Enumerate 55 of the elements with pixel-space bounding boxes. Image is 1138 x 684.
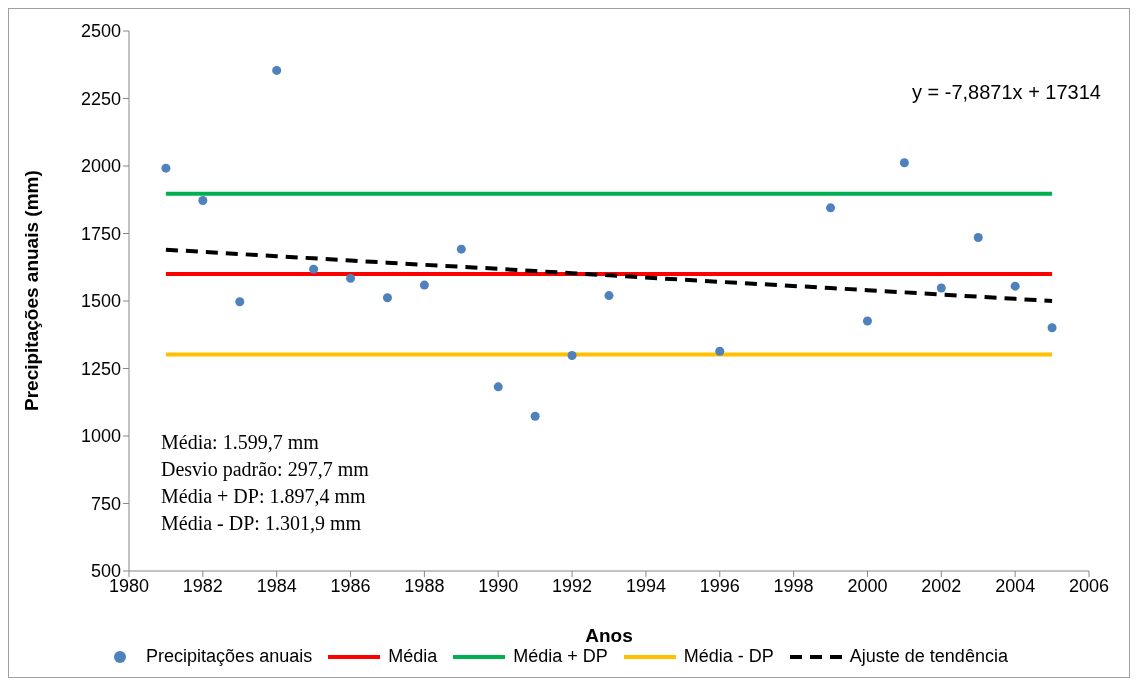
y-tick-label: 2500 [80,21,121,42]
x-tick-label: 1994 [625,575,666,596]
y-axis-title: Precipitações anuais (mm) [20,170,42,411]
point [936,283,946,293]
legend-label: Média + DP [512,646,608,667]
point [862,316,872,326]
y-tick-label: 1000 [80,426,121,447]
annotation: Média + DP: 1.897,4 mm [161,484,367,509]
point [493,382,503,392]
x-axis-title: Anos [585,625,633,646]
x-tick-label: 1988 [404,575,445,596]
point [309,264,319,274]
point [272,65,282,75]
line-series [163,247,1055,303]
point [198,196,208,206]
point [567,351,577,361]
point [604,291,614,301]
legend-label: Média [387,646,438,667]
y-tick-label: 1250 [80,358,121,379]
x-tick-label: 2000 [847,575,888,596]
y-tick-label: 1500 [80,291,121,312]
point [456,244,466,254]
point [161,163,171,173]
legend-label: Ajuste de tendência [848,646,1008,667]
point [1010,281,1020,291]
point [715,346,725,356]
x-tick-label: 2002 [921,575,962,596]
y-tick-label: 750 [90,493,121,514]
x-tick-label: 2006 [1068,575,1110,596]
legend-label: Média - DP [682,646,774,667]
y-tick-label: 1750 [80,223,121,244]
x-tick-label: 1986 [330,575,371,596]
point [826,203,836,213]
x-tick-label: 1982 [182,575,223,596]
annotation: Média: 1.599,7 mm [161,430,320,455]
point [382,293,392,303]
x-tick-label: 2004 [995,575,1036,596]
y-tick-label: 2000 [80,156,121,177]
annotation: y = -7,8871x + 17314 [911,81,1101,104]
y-tick-label: 2250 [80,88,121,109]
x-tick-label: 1998 [773,575,814,596]
point [1047,323,1057,333]
x-tick-label: 1984 [256,575,297,596]
legend-label: Precipitações anuais [145,646,313,667]
point [235,297,245,307]
annotation: Média - DP: 1.301,9 mm [161,511,362,536]
point [973,233,983,243]
x-tick-label: 1992 [552,575,593,596]
point [899,158,909,168]
x-tick-label: 1996 [699,575,740,596]
annotation: Desvio padrão: 297,7 mm [161,457,369,483]
point [419,280,429,290]
point [530,411,540,421]
point [346,273,356,283]
x-tick-label: 1990 [478,575,519,596]
